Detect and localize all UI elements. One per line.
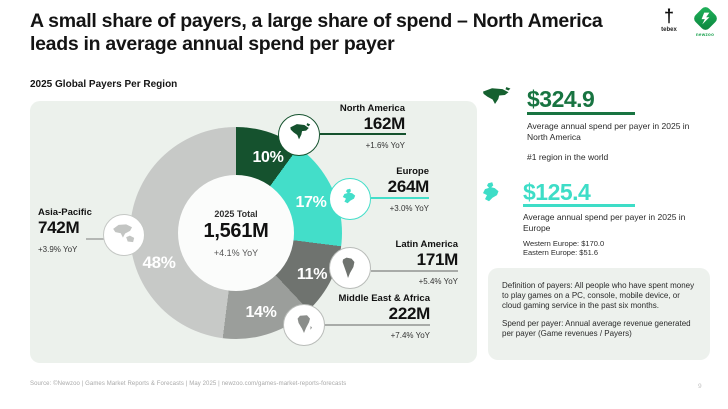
donut-center-value: 1,561M (203, 219, 269, 242)
region-value: 162M (363, 114, 406, 133)
region-callout-asia-pacific: Asia-Pacific 742M +3.9% YoY (38, 207, 92, 254)
region-name: North America (339, 103, 405, 114)
tebex-logo-label: tebex (661, 27, 677, 33)
chart-heading: 2025 Global Payers Per Region (30, 79, 178, 90)
tebex-dagger-icon: † (663, 6, 674, 26)
share-label-middle-east-africa: 14% (245, 304, 277, 321)
north-america-spend-description: Average annual spend per payer in 2025 i… (527, 121, 690, 143)
latin-america-map-icon (329, 247, 371, 289)
region-callout-europe: Europe 264M +3.0% YoY (387, 166, 430, 213)
asia-pacific-map-icon (103, 214, 145, 256)
share-label-latin-america: 11% (296, 266, 328, 283)
region-callout-middle-east-africa: Middle East & Africa 222M +7.4% YoY (338, 293, 430, 340)
page-title: A small share of payers, a large share o… (30, 10, 603, 56)
newzoo-bolt-icon (691, 5, 719, 32)
callout-line-latin-america (371, 270, 458, 272)
definitions-box: Definition of payers: All people who hav… (488, 268, 710, 360)
logo-group: † tebex newzoo (654, 5, 720, 37)
page-number: 9 (698, 383, 702, 390)
region-name: Latin America (395, 239, 458, 250)
callout-line-europe (371, 197, 429, 199)
region-yoy: +7.4% YoY (390, 330, 430, 340)
region-callout-latin-america: Latin America 171M +5.4% YoY (395, 239, 459, 286)
payers-definition: Definition of payers: All people who hav… (502, 281, 695, 310)
region-name: Middle East & Africa (338, 293, 430, 304)
region-yoy: +3.0% YoY (389, 203, 429, 213)
north-america-rank-note: #1 region in the world (527, 152, 609, 162)
north-america-stat-map-icon (477, 86, 513, 118)
europe-map-icon (329, 178, 371, 220)
region-value: 171M (416, 250, 459, 269)
europe-stat-underline (523, 204, 635, 207)
callout-line-asia-pacific (86, 238, 104, 240)
newzoo-logo-label: newzoo (695, 32, 715, 37)
region-yoy: +3.9% YoY (38, 244, 78, 254)
europe-spend-description: Average annual spend per payer in 2025 i… (523, 212, 686, 234)
north-america-stat-underline (527, 112, 635, 115)
chart-panel: 2025 Total 1,561M +4.1% YoY 10% 17% 11% … (30, 101, 477, 363)
eastern-europe-spend: Eastern Europe: $51.6 (523, 248, 599, 257)
europe-stat-map-icon (477, 179, 507, 211)
africa-map-icon (283, 304, 325, 346)
source-citation: Source: ©Newzoo | Games Market Reports &… (30, 381, 347, 387)
share-label-asia-pacific: 48% (142, 253, 176, 272)
europe-spend-amount: $125.4 (523, 179, 591, 205)
region-value: 222M (388, 304, 431, 323)
region-value: 264M (387, 177, 430, 196)
share-label-europe: 17% (295, 194, 327, 211)
region-callout-north-america: North America 162M +1.6% YoY (340, 103, 405, 150)
region-value: 742M (38, 218, 80, 237)
region-name: Europe (396, 166, 429, 177)
western-europe-spend: Western Europe: $170.0 (523, 239, 605, 248)
tebex-logo: † tebex (654, 6, 684, 33)
share-label-north-america: 10% (252, 149, 284, 166)
region-name: Asia-Pacific (38, 207, 92, 218)
callout-line-north-america (320, 133, 406, 135)
donut-center-yoy: +4.1% YoY (213, 247, 259, 258)
newzoo-logo: newzoo (690, 5, 720, 37)
callout-line-middle-east-africa (325, 324, 430, 326)
north-america-map-icon (278, 114, 320, 156)
region-yoy: +5.4% YoY (418, 276, 458, 286)
donut-center: 2025 Total 1,561M +4.1% YoY (178, 175, 294, 291)
north-america-spend-amount: $324.9 (527, 86, 595, 112)
donut-center-label: 2025 Total (214, 208, 258, 219)
region-yoy: +1.6% YoY (365, 140, 405, 150)
spend-per-payer-definition: Spend per payer: Annual average revenue … (502, 318, 691, 338)
